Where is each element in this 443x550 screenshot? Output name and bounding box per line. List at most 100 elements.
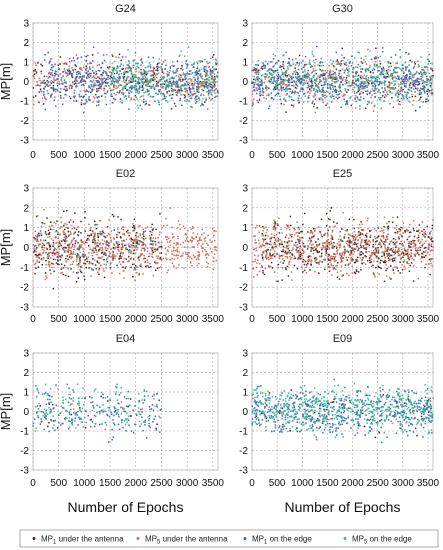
data-point [304, 63, 306, 66]
data-point [257, 101, 260, 104]
data-point [123, 96, 126, 98]
data-point [324, 242, 327, 244]
data-point [77, 225, 80, 228]
data-point [119, 84, 121, 86]
data-point [96, 104, 98, 107]
data-point [211, 56, 214, 59]
data-point [64, 238, 67, 240]
data-point [258, 263, 261, 265]
data-point [388, 81, 390, 83]
data-point [335, 76, 338, 78]
data-point [300, 257, 303, 260]
data-point [407, 53, 410, 56]
data-point [34, 62, 37, 64]
data-point [83, 259, 86, 261]
data-point [166, 238, 168, 241]
data-point [353, 227, 356, 230]
data-point [213, 260, 215, 263]
data-point [388, 89, 390, 92]
data-point [284, 78, 286, 81]
data-point [94, 232, 96, 234]
data-point [212, 81, 214, 84]
data-point [298, 232, 301, 234]
data-point [173, 77, 175, 79]
data-point [292, 104, 295, 106]
data-point [35, 64, 37, 66]
data-point [388, 85, 391, 87]
data-point [386, 85, 389, 88]
data-point [205, 91, 208, 93]
data-point [211, 251, 213, 253]
data-point [407, 257, 410, 259]
data-point [252, 103, 254, 105]
data-point [48, 254, 50, 257]
data-point [152, 79, 154, 82]
data-point [91, 70, 94, 72]
data-point [92, 60, 94, 62]
data-point [129, 89, 131, 92]
data-point [89, 72, 91, 75]
data-point [97, 90, 100, 92]
data-point [58, 248, 61, 250]
data-point [208, 79, 211, 82]
data-point [197, 89, 200, 91]
data-point [142, 73, 144, 75]
data-point [35, 72, 37, 75]
data-point [359, 254, 361, 256]
data-point [207, 92, 210, 95]
data-point [262, 88, 264, 90]
data-point [134, 246, 136, 249]
data-point [60, 272, 62, 274]
data-point [37, 266, 40, 268]
data-point [361, 88, 363, 90]
data-point [392, 87, 395, 89]
data-point [133, 224, 135, 227]
data-point [430, 85, 432, 87]
data-point [374, 89, 376, 91]
data-point [70, 241, 73, 244]
data-point [331, 79, 333, 82]
data-point [253, 98, 255, 101]
data-point [65, 235, 67, 238]
data-point [32, 87, 35, 89]
data-point [332, 73, 335, 75]
data-point [379, 82, 381, 85]
data-point [41, 246, 43, 249]
data-point [293, 264, 296, 267]
data-point [146, 264, 149, 267]
data-point [70, 247, 72, 249]
data-point [337, 74, 340, 77]
data-point [314, 249, 317, 251]
data-point [150, 243, 153, 245]
data-point [63, 79, 66, 81]
data-point [253, 254, 256, 257]
data-point [330, 242, 333, 245]
data-point [315, 257, 317, 259]
data-point [256, 89, 259, 92]
data-point [144, 70, 147, 73]
data-point [298, 78, 301, 80]
data-point [287, 87, 289, 90]
data-point [356, 259, 359, 261]
data-point [207, 262, 210, 265]
y-tick-label: 3 [242, 19, 248, 30]
data-point [44, 231, 47, 233]
data-point [54, 253, 57, 256]
data-point [183, 267, 185, 269]
data-point [33, 70, 35, 72]
data-point [139, 64, 142, 67]
data-point [51, 69, 54, 72]
data-point [71, 75, 73, 77]
data-point [204, 248, 206, 251]
data-point [38, 253, 41, 256]
data-point [79, 270, 82, 273]
data-point [96, 76, 99, 78]
data-point [255, 64, 257, 66]
data-point [266, 63, 269, 65]
data-point [417, 84, 419, 86]
data-point [404, 268, 406, 270]
data-point [105, 259, 108, 261]
data-point [213, 234, 215, 237]
data-point [349, 262, 351, 264]
data-point [369, 80, 371, 82]
